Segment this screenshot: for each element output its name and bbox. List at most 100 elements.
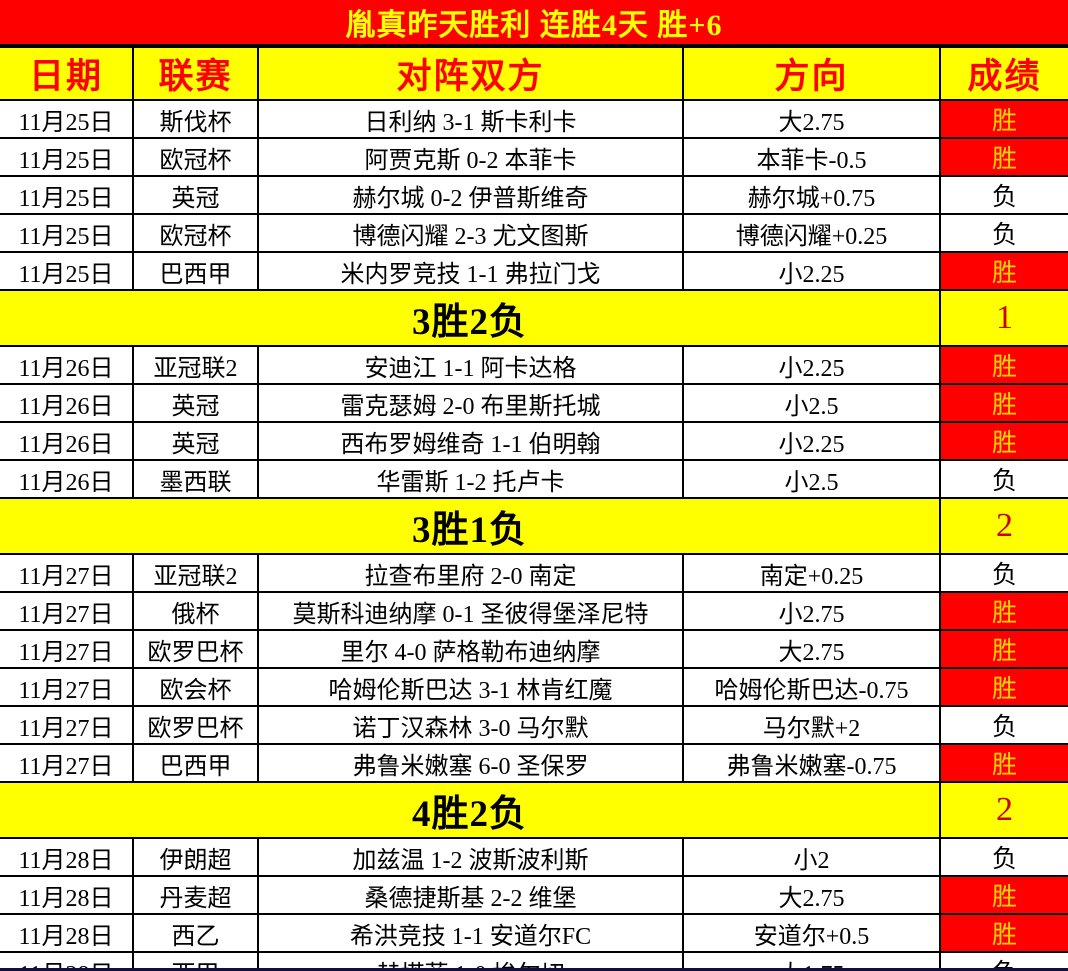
match-date: 11月26日 (0, 383, 134, 423)
match-date: 11月26日 (0, 459, 134, 499)
match-date: 11月25日 (0, 213, 134, 253)
column-header-direction: 方向 (682, 46, 941, 101)
result-badge: 胜 (939, 383, 1068, 423)
match-teams-score: 莫斯科迪纳摩 0-1 圣彼得堡泽尼特 (257, 591, 684, 631)
result-badge: 胜 (939, 99, 1068, 139)
table-row: 11月27日 欧会杯 哈姆伦斯巴达 3-1 林肯红魔 哈姆伦斯巴达-0.75 胜 (0, 667, 1068, 707)
table-row: 11月27日 欧罗巴杯 诺丁汉森林 3-0 马尔默 马尔默+2 负 (0, 705, 1068, 745)
match-league: 西乙 (132, 913, 259, 953)
banner-title: 胤真昨天胜利 连胜4天 胜+6 (0, 0, 1068, 46)
match-league: 欧冠杯 (132, 137, 259, 177)
match-league: 英冠 (132, 383, 259, 423)
result-badge: 胜 (939, 629, 1068, 669)
match-league: 英冠 (132, 175, 259, 215)
match-league: 英冠 (132, 421, 259, 461)
result-badge: 胜 (939, 421, 1068, 461)
match-league: 西甲 (132, 951, 259, 968)
match-league: 墨西联 (132, 459, 259, 499)
result-badge: 负 (939, 213, 1068, 253)
match-league: 亚冠联2 (132, 553, 259, 593)
bet-direction: 博德闪耀+0.25 (682, 213, 941, 253)
summary-net-units: 2 (939, 781, 1068, 839)
table-row: 11月25日 斯伐杯 日利纳 3-1 斯卡利卡 大2.75 胜 (0, 99, 1068, 139)
match-teams-score: 赫尔城 0-2 伊普斯维奇 (257, 175, 684, 215)
summary-net-units: 2 (939, 497, 1068, 555)
table-row: 11月25日 英冠 赫尔城 0-2 伊普斯维奇 赫尔城+0.75 负 (0, 175, 1068, 215)
match-league: 欧会杯 (132, 667, 259, 707)
bet-direction: 大1.75 (682, 951, 941, 968)
table-row: 11月28日 丹麦超 桑德捷斯基 2-2 维堡 大2.75 胜 (0, 875, 1068, 915)
match-teams-score: 希洪竞技 1-1 安道尔FC (257, 913, 684, 953)
bet-direction: 马尔默+2 (682, 705, 941, 745)
match-teams-score: 桑德捷斯基 2-2 维堡 (257, 875, 684, 915)
result-badge: 胜 (939, 875, 1068, 915)
bet-direction: 小2.25 (682, 421, 941, 461)
results-table: 日期 联赛 对阵双方 方向 成绩 11月25日 斯伐杯 日利纳 3-1 斯卡利卡 大2… (0, 46, 1068, 968)
match-date: 11月27日 (0, 553, 134, 593)
table-row: 11月26日 墨西联 华雷斯 1-2 托卢卡 小2.5 负 (0, 459, 1068, 499)
result-badge: 负 (939, 175, 1068, 215)
table-row: 11月25日 欧冠杯 博德闪耀 2-3 尤文图斯 博德闪耀+0.25 负 (0, 213, 1068, 253)
match-date: 11月28日 (0, 951, 134, 968)
summary-net-units: 1 (939, 289, 1068, 347)
bet-direction: 小2.75 (682, 591, 941, 631)
result-badge: 胜 (939, 913, 1068, 953)
match-date: 11月26日 (0, 345, 134, 385)
match-teams-score: 日利纳 3-1 斯卡利卡 (257, 99, 684, 139)
match-teams-score: 哈姆伦斯巴达 3-1 林肯红魔 (257, 667, 684, 707)
match-league: 斯伐杯 (132, 99, 259, 139)
result-badge: 胜 (939, 667, 1068, 707)
match-teams-score: 诺丁汉森林 3-0 马尔默 (257, 705, 684, 745)
summary-record: 3胜1负 (0, 497, 941, 555)
match-date: 11月27日 (0, 591, 134, 631)
bet-direction: 大2.75 (682, 99, 941, 139)
summary-record: 3胜2负 (0, 289, 941, 347)
match-date: 11月25日 (0, 137, 134, 177)
match-teams-score: 西布罗姆维奇 1-1 伯明翰 (257, 421, 684, 461)
section-summary-row: 4胜2负 2 (0, 781, 1068, 839)
match-teams-score: 米内罗竞技 1-1 弗拉门戈 (257, 251, 684, 291)
match-teams-score: 阿贾克斯 0-2 本菲卡 (257, 137, 684, 177)
bet-direction: 大2.75 (682, 629, 941, 669)
match-date: 11月27日 (0, 629, 134, 669)
match-teams-score: 拉查布里府 2-0 南定 (257, 553, 684, 593)
bet-direction: 小2.5 (682, 459, 941, 499)
table-row: 11月28日 伊朗超 加兹温 1-2 波斯波利斯 小2 负 (0, 837, 1068, 877)
table-row: 11月28日 西乙 希洪竞技 1-1 安道尔FC 安道尔+0.5 胜 (0, 913, 1068, 953)
match-teams-score: 赫塔菲 1-0 埃尔切 (257, 951, 684, 968)
match-date: 11月27日 (0, 667, 134, 707)
match-league: 丹麦超 (132, 875, 259, 915)
table-row: 11月27日 欧罗巴杯 里尔 4-0 萨格勒布迪纳摩 大2.75 胜 (0, 629, 1068, 669)
match-league: 欧罗巴杯 (132, 705, 259, 745)
match-date: 11月26日 (0, 421, 134, 461)
match-league: 伊朗超 (132, 837, 259, 877)
section-summary-row: 3胜1负 2 (0, 497, 1068, 555)
match-league: 欧冠杯 (132, 213, 259, 253)
bet-direction: 小2 (682, 837, 941, 877)
match-teams-score: 博德闪耀 2-3 尤文图斯 (257, 213, 684, 253)
match-date: 11月25日 (0, 99, 134, 139)
bet-direction: 哈姆伦斯巴达-0.75 (682, 667, 941, 707)
summary-record: 4胜2负 (0, 781, 941, 839)
column-header-result: 成绩 (939, 46, 1068, 101)
result-badge: 胜 (939, 137, 1068, 177)
table-row: 11月26日 英冠 西布罗姆维奇 1-1 伯明翰 小2.25 胜 (0, 421, 1068, 461)
results-table-body: 11月25日 斯伐杯 日利纳 3-1 斯卡利卡 大2.75 胜 11月25日 欧冠杯 阿贾克斯… (0, 99, 1068, 968)
match-teams-score: 加兹温 1-2 波斯波利斯 (257, 837, 684, 877)
column-header-league: 联赛 (132, 46, 259, 101)
table-row: 11月27日 俄杯 莫斯科迪纳摩 0-1 圣彼得堡泽尼特 小2.75 胜 (0, 591, 1068, 631)
match-league: 俄杯 (132, 591, 259, 631)
match-teams-score: 弗鲁米嫩塞 6-0 圣保罗 (257, 743, 684, 783)
bet-direction: 安道尔+0.5 (682, 913, 941, 953)
result-badge: 胜 (939, 743, 1068, 783)
bet-direction: 小2.25 (682, 251, 941, 291)
bet-direction: 小2.5 (682, 383, 941, 423)
table-row: 11月25日 欧冠杯 阿贾克斯 0-2 本菲卡 本菲卡-0.5 胜 (0, 137, 1068, 177)
section-summary-row: 3胜2负 1 (0, 289, 1068, 347)
table-row: 11月27日 巴西甲 弗鲁米嫩塞 6-0 圣保罗 弗鲁米嫩塞-0.75 胜 (0, 743, 1068, 783)
match-league: 亚冠联2 (132, 345, 259, 385)
match-league: 巴西甲 (132, 743, 259, 783)
table-row: 11月26日 亚冠联2 安迪江 1-1 阿卡达格 小2.25 胜 (0, 345, 1068, 385)
result-badge: 胜 (939, 345, 1068, 385)
match-date: 11月27日 (0, 705, 134, 745)
